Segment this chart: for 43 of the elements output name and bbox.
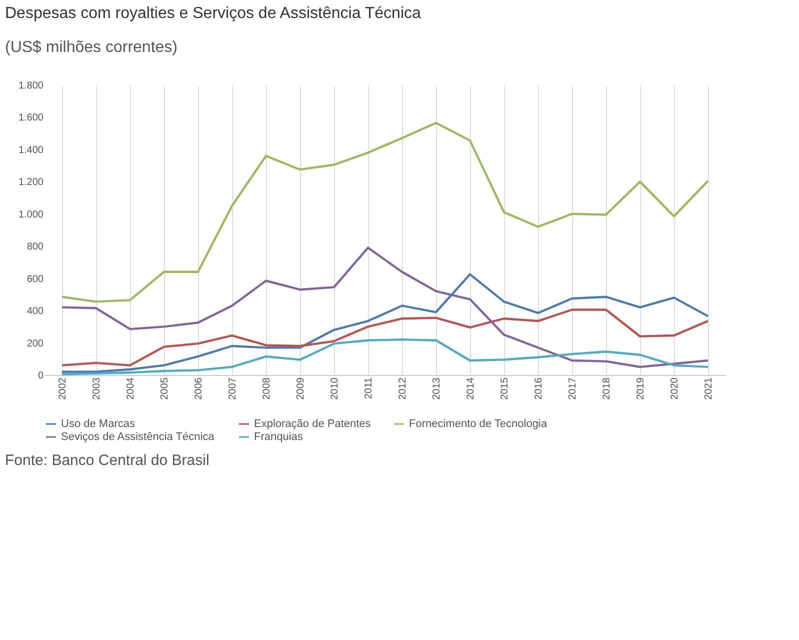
x-tick-label: 2006 [194,377,204,400]
legend-label: Fornecimento de Tecnologia [409,418,548,430]
x-tick-label: 2013 [432,377,442,400]
x-tick-label: 2014 [466,377,476,400]
y-tick-label: 1.600 [18,112,44,124]
source-note: Fonte: Banco Central do Brasil [5,452,210,469]
y-tick-label: 1.400 [18,144,44,156]
y-tick-label: 1.800 [18,80,44,92]
line-series [60,122,710,303]
y-tick-label: 600 [26,274,44,285]
y-tick-label: 400 [26,306,44,318]
x-tick-label: 2017 [568,377,578,400]
x-tick-label: 2010 [330,377,340,400]
legend-label: Uso de Marcas [61,418,136,430]
x-tick-label: 2005 [160,377,170,400]
x-tick-label: 2015 [500,377,510,400]
y-tick-label: 200 [26,338,44,350]
line-series [60,338,710,376]
line-series [60,308,710,366]
x-tick-label: 2003 [92,377,102,400]
x-tick-label: 2020 [670,377,680,400]
chart-subtitle: (US$ milhões correntes) [5,39,178,56]
legend-label: Exploração de Patentes [254,418,372,430]
line-series [60,246,710,368]
x-tick-label: 2007 [228,377,238,400]
x-tick-label: 2002 [58,377,68,400]
x-tick-label: 2016 [534,377,544,400]
legend-label: Franquias [254,431,304,443]
y-tick-label: 1.200 [18,177,44,188]
x-tick-label: 2012 [398,377,408,400]
y-tick-label: 800 [26,242,44,253]
x-tick-label: 2018 [602,377,612,400]
y-tick-label: 1.000 [18,209,44,220]
line-series [60,273,710,373]
x-tick-label: 2021 [704,377,714,400]
x-tick-label: 2004 [126,377,136,400]
x-tick-label: 2019 [636,377,646,400]
x-tick-label: 2009 [296,377,306,400]
x-tick-label: 2008 [262,377,272,400]
legend-label: Seviços de Assistência Técnica [61,431,216,443]
x-tick-label: 2011 [364,377,374,400]
chart-title: Despesas com royalties e Serviços de Assistência Técnica [5,5,421,22]
y-tick-label: 0 [38,370,44,382]
